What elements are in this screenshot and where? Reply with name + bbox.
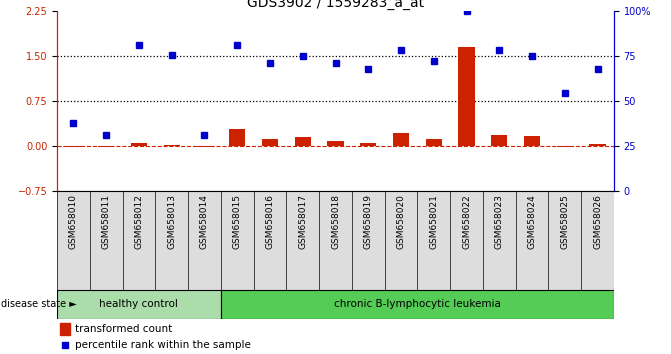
Text: chronic B-lymphocytic leukemia: chronic B-lymphocytic leukemia bbox=[334, 299, 501, 309]
Text: healthy control: healthy control bbox=[99, 299, 178, 309]
Bar bbox=[262, 139, 278, 146]
Text: GSM658022: GSM658022 bbox=[462, 194, 471, 249]
Bar bbox=[229, 129, 246, 146]
Text: GSM658020: GSM658020 bbox=[397, 194, 405, 249]
Bar bbox=[524, 136, 540, 146]
Text: GSM658011: GSM658011 bbox=[102, 194, 111, 249]
FancyBboxPatch shape bbox=[221, 290, 614, 319]
Bar bbox=[98, 146, 114, 147]
Bar bbox=[65, 146, 82, 147]
Text: GSM658018: GSM658018 bbox=[331, 194, 340, 249]
Bar bbox=[360, 143, 376, 146]
FancyBboxPatch shape bbox=[57, 290, 221, 319]
Bar bbox=[458, 47, 475, 146]
Bar bbox=[425, 139, 442, 146]
Text: GSM658015: GSM658015 bbox=[233, 194, 242, 249]
Bar bbox=[164, 145, 180, 146]
Text: disease state ►: disease state ► bbox=[1, 299, 76, 309]
Text: transformed count: transformed count bbox=[75, 324, 172, 334]
Text: GSM658025: GSM658025 bbox=[560, 194, 569, 249]
Text: GSM658013: GSM658013 bbox=[167, 194, 176, 249]
Text: GSM658010: GSM658010 bbox=[69, 194, 78, 249]
Bar bbox=[557, 146, 573, 147]
Title: GDS3902 / 1559283_a_at: GDS3902 / 1559283_a_at bbox=[247, 0, 424, 10]
Bar bbox=[491, 135, 507, 146]
Text: GSM658017: GSM658017 bbox=[298, 194, 307, 249]
Bar bbox=[60, 323, 70, 335]
Text: GSM658012: GSM658012 bbox=[134, 194, 144, 249]
Text: GSM658014: GSM658014 bbox=[200, 194, 209, 249]
Text: GSM658023: GSM658023 bbox=[495, 194, 504, 249]
Bar bbox=[393, 133, 409, 146]
Text: GSM658019: GSM658019 bbox=[364, 194, 373, 249]
Bar bbox=[197, 146, 213, 147]
Text: GSM658016: GSM658016 bbox=[266, 194, 274, 249]
Bar bbox=[295, 137, 311, 146]
Text: percentile rank within the sample: percentile rank within the sample bbox=[75, 340, 251, 350]
Bar bbox=[327, 141, 344, 146]
Text: GSM658026: GSM658026 bbox=[593, 194, 602, 249]
Text: GSM658021: GSM658021 bbox=[429, 194, 438, 249]
Bar bbox=[589, 144, 606, 146]
Bar bbox=[131, 143, 147, 146]
Text: GSM658024: GSM658024 bbox=[527, 194, 537, 249]
